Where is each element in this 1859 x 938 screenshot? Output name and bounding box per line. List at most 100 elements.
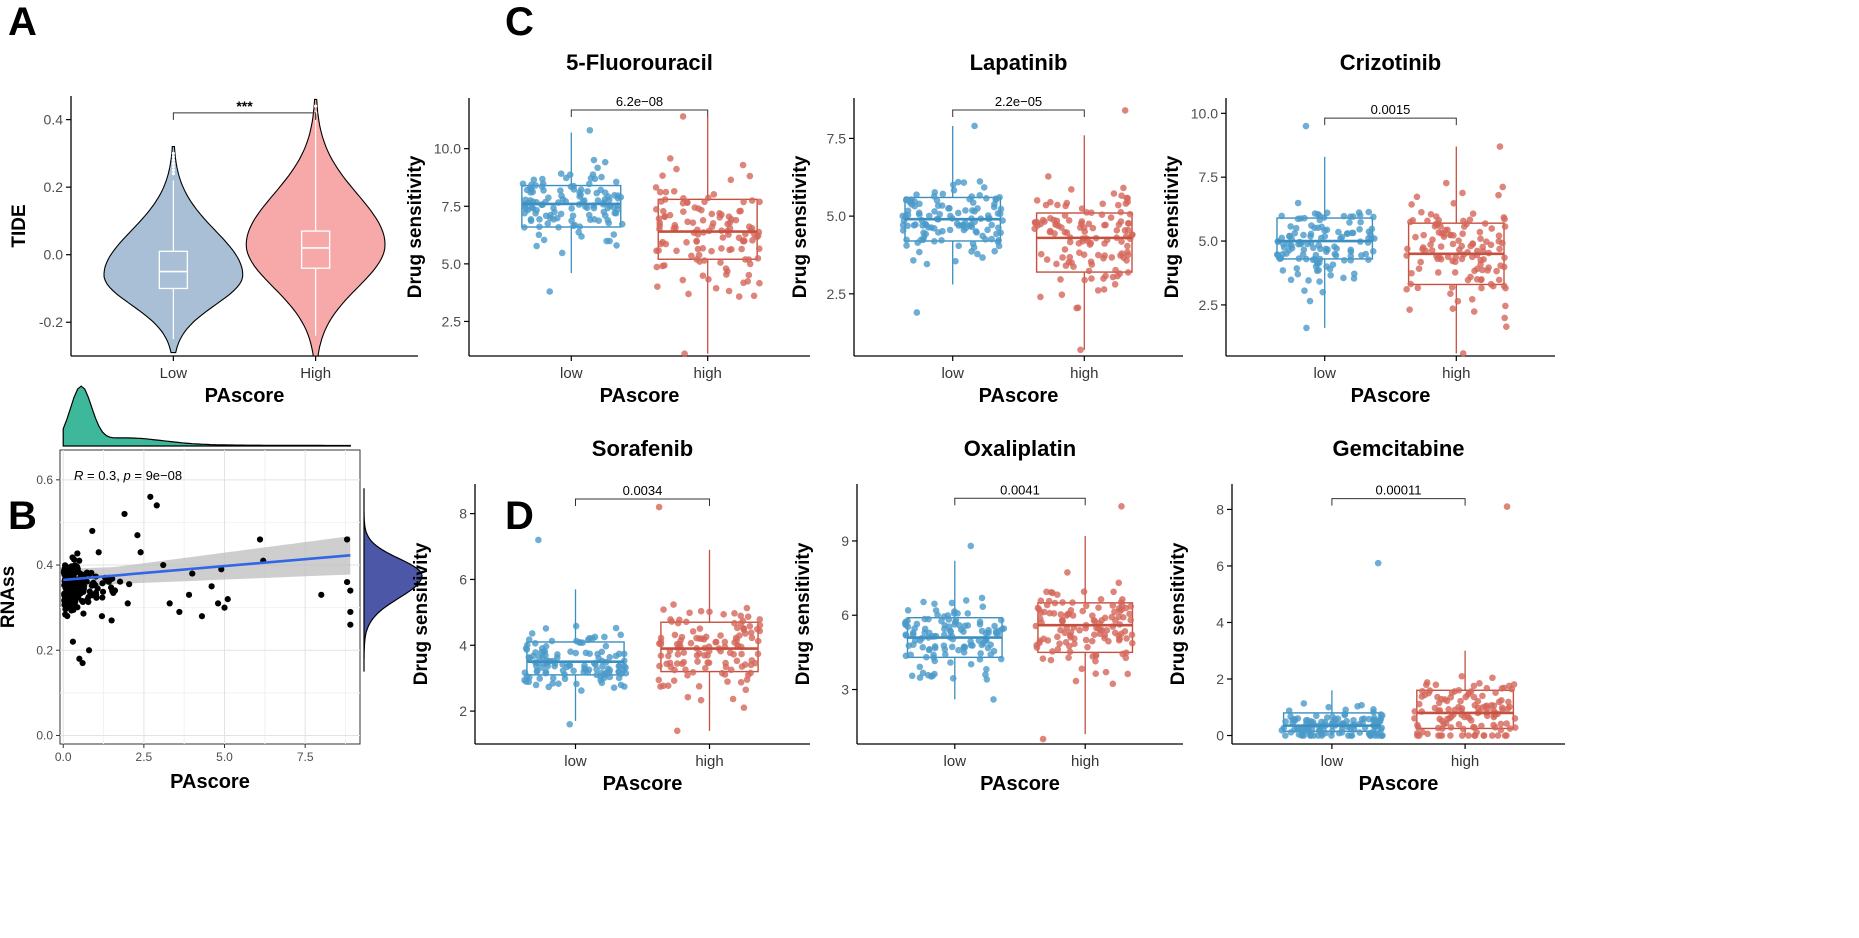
data-point — [1478, 284, 1485, 292]
data-point — [712, 638, 719, 646]
x-tick-label: low — [564, 753, 587, 770]
p-value-label: 0.0041 — [1000, 482, 1040, 497]
data-point — [1474, 697, 1482, 705]
data-point — [1496, 143, 1504, 150]
data-point — [598, 173, 605, 181]
data-point — [680, 195, 687, 202]
x-tick-label: high — [1442, 365, 1470, 382]
data-point — [1408, 269, 1415, 277]
data-point — [529, 204, 537, 212]
data-point — [347, 587, 354, 594]
data-point — [737, 620, 745, 627]
y-tick-label: 10.0 — [434, 141, 461, 157]
data-point — [1471, 724, 1478, 731]
data-point — [980, 184, 988, 191]
data-point — [710, 191, 718, 198]
data-point — [960, 179, 968, 186]
data-point — [1470, 308, 1478, 315]
data-point — [954, 178, 962, 186]
significance-bracket — [952, 109, 1085, 117]
data-point — [728, 246, 735, 253]
data-point — [347, 621, 354, 628]
data-point — [752, 659, 759, 667]
data-point — [1031, 219, 1039, 227]
data-point — [661, 213, 668, 221]
data-point — [969, 240, 977, 247]
data-point — [983, 194, 990, 202]
data-point — [1291, 715, 1299, 723]
significance-bracket — [575, 498, 710, 507]
data-point — [694, 245, 702, 253]
data-point — [1061, 212, 1069, 219]
data-point — [1097, 595, 1105, 603]
significance-bracket — [1324, 117, 1457, 126]
data-point — [1124, 248, 1131, 256]
data-point — [1501, 223, 1509, 230]
data-point — [673, 165, 680, 173]
data-point — [1094, 251, 1102, 259]
data-point — [960, 643, 968, 650]
data-point — [949, 181, 957, 189]
x-axis-label: PAscore — [170, 771, 250, 793]
data-point — [1342, 706, 1349, 714]
y-tick-label: 7.5 — [827, 130, 847, 146]
data-point — [555, 680, 562, 687]
data-point — [921, 629, 928, 636]
data-point — [618, 670, 625, 678]
data-point — [1114, 201, 1122, 209]
data-point — [1479, 243, 1486, 251]
data-point — [748, 225, 756, 232]
data-point — [1069, 612, 1077, 619]
data-point — [696, 625, 704, 632]
data-point — [610, 684, 618, 692]
data-point — [928, 224, 935, 231]
data-point — [79, 597, 86, 605]
data-point — [185, 591, 193, 598]
data-point — [94, 585, 101, 592]
data-point — [1321, 233, 1329, 240]
data-point — [899, 212, 906, 220]
data-point — [1355, 209, 1363, 216]
data-point — [1362, 250, 1370, 258]
data-point — [605, 193, 612, 200]
data-point — [116, 578, 124, 585]
box-High — [300, 230, 331, 269]
data-point — [954, 209, 962, 217]
data-point — [124, 600, 131, 607]
data-point — [1374, 559, 1382, 567]
data-point — [1437, 243, 1445, 250]
data-point — [1444, 715, 1451, 723]
x-axis-label: PAscore — [1351, 385, 1431, 407]
panel-C1: 5-Fluorouracil 2.5 5.0 7.5 10.0 low high PAscor… — [405, 50, 810, 407]
data-point — [1511, 724, 1519, 731]
data-point — [99, 588, 107, 595]
data-point — [1067, 607, 1075, 614]
data-point — [744, 613, 752, 620]
data-point — [573, 680, 580, 688]
data-point — [680, 649, 688, 656]
data-point — [1459, 189, 1466, 197]
data-point — [1293, 725, 1301, 733]
data-point — [1124, 242, 1131, 250]
data-point — [660, 682, 667, 690]
data-point — [599, 663, 606, 670]
data-point — [347, 608, 354, 616]
data-point — [1413, 193, 1421, 201]
significance-bracket — [954, 497, 1086, 506]
data-point — [1292, 224, 1300, 232]
chart-title: Crizotinib — [1340, 50, 1441, 75]
data-point — [916, 248, 923, 256]
data-point — [1059, 599, 1066, 606]
y-tick-label: -0.2 — [39, 314, 63, 330]
data-point — [1370, 213, 1377, 221]
data-point — [925, 646, 933, 654]
data-point — [544, 220, 552, 227]
data-point — [1424, 217, 1431, 225]
data-point — [971, 122, 978, 130]
data-point — [994, 238, 1002, 246]
data-point — [1365, 256, 1372, 263]
data-point — [1107, 214, 1115, 221]
data-point — [1112, 617, 1119, 624]
data-point — [1119, 614, 1127, 621]
data-point — [610, 231, 618, 238]
